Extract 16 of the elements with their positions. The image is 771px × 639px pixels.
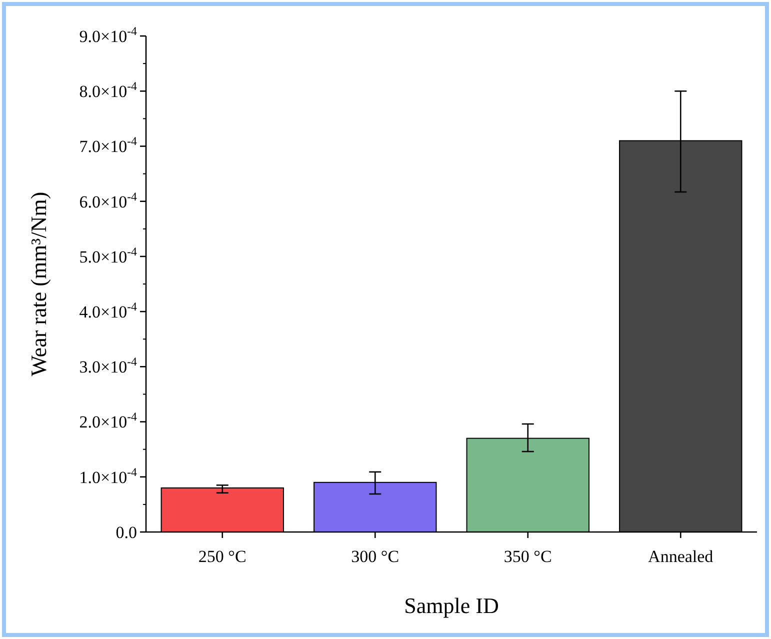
y-tick-label: 4.0×10$^{-4}$ [79,300,138,322]
y-tick-label: 9.0×10$^{-4}$ [79,24,138,46]
x-axis-title: Sample ID [404,593,499,618]
x-tick-label: 350 °C [504,547,552,566]
x-tick-label: Annealed [648,547,714,566]
y-tick-label: 8.0×10$^{-4}$ [79,79,138,102]
x-tick-label: 250 °C [198,547,246,566]
y-tick-label: 0.0 [116,522,137,542]
y-tick-label: 5.0×10$^{-4}$ [79,244,138,266]
y-tick-label: 7.0×10$^{-4}$ [79,134,138,156]
x-tick-label: 300 °C [351,547,400,566]
y-tick-label: 2.0×10$^{-4}$ [79,410,138,432]
y-tick-label: 3.0×10$^{-4}$ [79,354,138,377]
y-tick-label: 1.0×10$^{-4}$ [79,464,138,487]
y-tick-label: 6.0×10$^{-4}$ [79,189,138,212]
y-axis-title: Wear rate (mm³/Nm) [26,192,51,376]
